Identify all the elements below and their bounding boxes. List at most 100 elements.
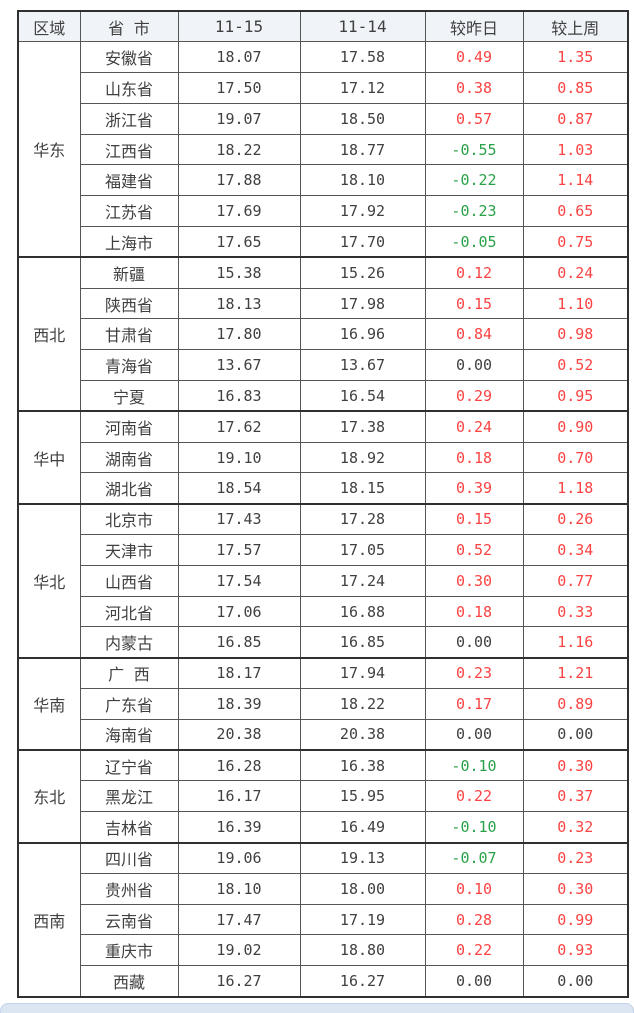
price-cell-nov14: 17.58 [299,41,426,74]
region-cell: 西南 [17,841,81,997]
change-vs-yesterday-cell: 0.22 [424,780,524,813]
table-row: 湖南省 19.10 18.92 0.18 0.70 [18,441,629,474]
table-row: 重庆市 19.02 18.80 0.22 0.93 [18,934,629,967]
price-cell-nov15: 18.54 [177,472,301,505]
column-header: 11-15 [177,10,301,43]
change-vs-yesterday-cell: 0.49 [424,41,524,74]
table-row: 内蒙古 16.85 16.85 0.00 1.16 [18,626,629,659]
province-cell: 甘肃省 [79,318,179,351]
change-vs-last-week-cell: 0.37 [522,780,629,813]
change-vs-yesterday-cell: 0.12 [424,256,524,289]
price-cell-nov15: 16.39 [177,811,301,844]
page-footer-bar [0,1003,634,1013]
change-vs-yesterday-cell: 0.00 [424,718,524,751]
province-cell: 天津市 [79,534,179,566]
change-vs-last-week-cell: 0.30 [522,749,629,782]
province-cell: 北京市 [79,502,179,536]
price-cell-nov15: 17.65 [177,226,301,258]
price-cell-nov15: 13.67 [177,349,301,382]
change-vs-last-week-cell: 0.65 [522,195,629,228]
province-cell: 福建省 [79,164,179,197]
province-cell: 山西省 [79,564,179,597]
change-vs-yesterday-cell: 0.15 [424,502,524,536]
table-row: 华中 河南省 17.62 17.38 0.24 0.90 [17,410,629,505]
change-vs-yesterday-cell: 0.30 [424,564,524,597]
change-vs-last-week-cell: 0.30 [522,872,629,905]
province-cell: 陕西省 [79,287,179,320]
change-vs-last-week-cell: 0.23 [522,841,629,874]
change-vs-last-week-cell: 0.70 [522,441,629,474]
table-row: 华东 安徽省 18.07 17.58 0.49 1.35 [17,41,629,258]
province-cell: 辽宁省 [79,749,179,782]
province-cell: 广东省 [79,688,179,720]
price-cell-nov15: 17.88 [177,164,301,197]
province-cell: 海南省 [79,718,179,751]
price-cell-nov14: 19.13 [299,841,426,874]
province-cell: 四川省 [79,841,179,874]
column-header: 省 市 [79,10,179,43]
price-cell-nov14: 18.50 [299,102,426,135]
change-vs-last-week-cell: 1.14 [522,164,629,197]
change-vs-last-week-cell: 0.33 [522,595,629,628]
table-row: 西南 四川省 19.06 19.13 -0.07 0.23 [17,841,629,997]
price-cell-nov14: 18.77 [299,133,426,166]
price-table-container: 区域省 市 11-15 11-14 较昨日 较上周 华东 安徽省 18.07 17.58 0.4… [17,10,629,998]
price-cell-nov15: 17.80 [177,318,301,351]
region-cell: 华南 [17,656,81,751]
price-table: 区域省 市 11-15 11-14 较昨日 较上周 华东 安徽省 18.07 17.58 0.4… [17,10,629,998]
price-cell-nov15: 18.17 [177,656,301,690]
change-vs-yesterday-cell: -0.23 [424,195,524,228]
change-vs-yesterday-cell: 0.57 [424,102,524,135]
change-vs-yesterday-cell: -0.55 [424,133,524,166]
price-cell-nov15: 17.69 [177,195,301,228]
change-vs-last-week-cell: 1.21 [522,656,629,690]
change-vs-last-week-cell: 0.99 [522,903,629,936]
price-cell-nov14: 17.19 [299,903,426,936]
price-cell-nov14: 17.94 [299,656,426,690]
table-row: 吉林省 16.39 16.49 -0.10 0.32 [18,811,629,844]
price-cell-nov14: 16.88 [299,595,426,628]
change-vs-last-week-cell: 1.16 [522,626,629,659]
change-vs-yesterday-cell: 0.52 [424,534,524,566]
change-vs-last-week-cell: 0.52 [522,349,629,382]
region-cell: 华东 [17,41,81,258]
province-cell: 青海省 [79,349,179,382]
province-cell: 云南省 [79,903,179,936]
price-cell-nov14: 16.85 [299,626,426,659]
province-cell: 贵州省 [79,872,179,905]
change-vs-last-week-cell: 1.18 [522,472,629,505]
change-vs-yesterday-cell: 0.29 [424,380,524,412]
change-vs-yesterday-cell: 0.84 [424,318,524,351]
province-cell: 湖南省 [79,441,179,474]
change-vs-yesterday-cell: -0.22 [424,164,524,197]
region-cell: 华中 [17,410,81,505]
table-row: 江西省 18.22 18.77 -0.55 1.03 [18,133,629,166]
table-row: 甘肃省 17.80 16.96 0.84 0.98 [18,318,629,351]
price-cell-nov15: 17.62 [177,410,301,443]
table-header: 区域省 市 11-15 11-14 较昨日 较上周 [17,10,629,43]
price-cell-nov15: 20.38 [177,718,301,751]
price-cell-nov15: 19.06 [177,841,301,874]
change-vs-yesterday-cell: -0.10 [424,749,524,782]
change-vs-yesterday-cell: 0.24 [424,410,524,443]
province-cell: 西藏 [79,965,179,997]
change-vs-yesterday-cell: 0.00 [424,626,524,659]
price-cell-nov14: 18.80 [299,934,426,967]
province-cell: 安徽省 [79,41,179,74]
change-vs-yesterday-cell: 0.17 [424,688,524,720]
change-vs-yesterday-cell: 0.00 [424,965,524,997]
table-row: 西藏 16.27 16.27 0.00 0.00 [18,965,629,997]
price-cell-nov14: 16.38 [299,749,426,782]
change-vs-yesterday-cell: 0.22 [424,934,524,967]
price-cell-nov15: 15.38 [177,256,301,289]
change-vs-last-week-cell: 0.87 [522,102,629,135]
change-vs-yesterday-cell: 0.18 [424,441,524,474]
price-cell-nov14: 17.70 [299,226,426,258]
price-cell-nov15: 17.06 [177,595,301,628]
price-cell-nov14: 16.49 [299,811,426,844]
table-row: 华南广 西 18.17 17.94 0.23 1.21 [17,656,629,751]
price-cell-nov15: 18.13 [177,287,301,320]
province-cell: 山东省 [79,72,179,104]
change-vs-last-week-cell: 0.95 [522,380,629,412]
change-vs-last-week-cell: 0.34 [522,534,629,566]
